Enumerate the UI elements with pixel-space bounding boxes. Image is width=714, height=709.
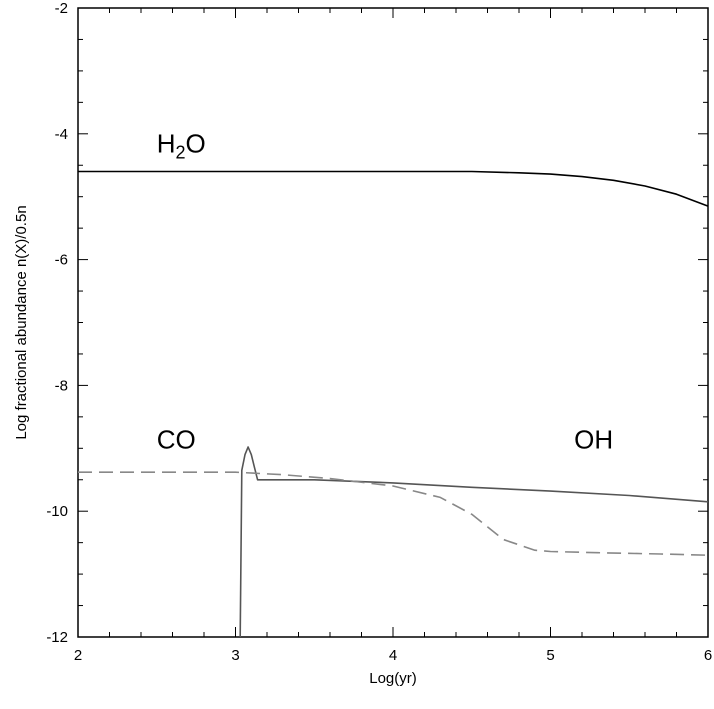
series-line-oh <box>239 446 709 638</box>
x-tick-label: 4 <box>389 647 397 664</box>
annotation-h2o: H2O <box>157 129 206 163</box>
x-tick-label: 6 <box>704 647 712 664</box>
x-tick-label: 3 <box>231 647 239 664</box>
series-line-h2o <box>78 170 709 207</box>
annotations: H2O CO OH <box>157 129 613 455</box>
annotation-co: CO <box>157 424 196 454</box>
y-axis-label: Log fractional abundance n(X)/0.5n <box>13 205 30 439</box>
y-tick-label: -2 <box>55 0 68 17</box>
tick-marks <box>77 7 709 638</box>
y-tick-label: -6 <box>55 252 68 269</box>
y-tick-label: -12 <box>46 629 68 646</box>
series-line-co <box>78 471 709 556</box>
plot-frame <box>77 7 709 638</box>
series-lines <box>78 170 709 638</box>
y-tick-label: -8 <box>55 377 68 394</box>
x-tick-label: 5 <box>546 647 554 664</box>
y-tick-label: -10 <box>46 503 68 520</box>
annotation-oh: OH <box>574 424 613 454</box>
x-axis-label: Log(yr) <box>369 670 417 687</box>
y-tick-label: -4 <box>55 126 68 143</box>
tick-labels: 2 3 4 5 6 -2 -4 -6 -8 -10 -12 <box>46 0 712 664</box>
x-tick-label: 2 <box>74 647 82 664</box>
